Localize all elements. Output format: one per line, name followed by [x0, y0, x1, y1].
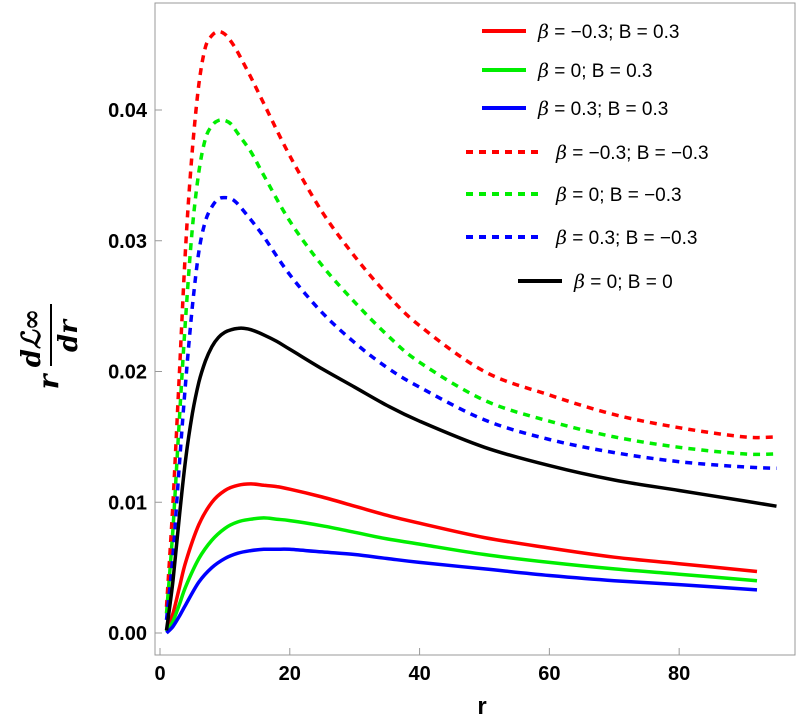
- y-axis-label-prefix: r: [32, 372, 65, 389]
- series-blue-solid-line: [165, 547, 758, 635]
- y-tick-label: 0.04: [108, 100, 148, 122]
- plot-frame: [154, 2, 796, 656]
- series-lines: [164, 29, 777, 635]
- y-tick-labels: 0.00 0.01 0.02 0.03 0.04: [108, 100, 148, 645]
- y-tick-label: 0.02: [108, 362, 147, 384]
- y-tick-label: 0.01: [108, 492, 147, 514]
- legend-label-series-blue-solid: β = 0.3; B = 0.3: [537, 98, 668, 120]
- x-tick-label: 60: [538, 663, 560, 685]
- x-tick-label: 80: [668, 663, 690, 685]
- series-green-dashed-line: [164, 118, 777, 614]
- series-black-solid-line: [164, 326, 777, 631]
- y-axis-label-numerator: dℒ∞: [17, 309, 47, 368]
- legend: β = −0.3; B = 0.3 β = 0; B = 0.3 β = 0.3; …: [466, 21, 709, 293]
- y-tick-label: 0.00: [108, 623, 147, 645]
- series-blue-dashed-line: [164, 195, 777, 621]
- y-tick-label: 0.03: [108, 231, 147, 253]
- legend-label-series-black-solid: β = 0; B = 0: [573, 271, 673, 293]
- x-tick-label: 20: [279, 663, 301, 685]
- legend-label-series-blue-dashed: β = 0.3; B = −0.3: [555, 227, 697, 249]
- x-axis-label: r: [477, 693, 486, 720]
- legend-label-series-red-solid: β = −0.3; B = 0.3: [537, 21, 679, 43]
- legend-label-series-green-dashed: β = 0; B = −0.3: [555, 184, 682, 206]
- series-green-solid-line: [165, 516, 758, 633]
- x-tick-labels: 0 20 40 60 80: [154, 663, 690, 685]
- y-axis-label-denominator: dr: [54, 318, 84, 352]
- legend-label-series-green-solid: β = 0; B = 0.3: [537, 60, 653, 82]
- tick-marks: [155, 109, 680, 655]
- y-axis-label: r dℒ∞ dr: [17, 304, 84, 389]
- x-tick-label: 0: [154, 663, 165, 685]
- legend-label-series-red-dashed: β = −0.3; B = −0.3: [555, 142, 709, 164]
- series-red-solid-line: [164, 482, 758, 632]
- series-red-dashed-line: [164, 29, 777, 608]
- x-tick-label: 40: [408, 663, 430, 685]
